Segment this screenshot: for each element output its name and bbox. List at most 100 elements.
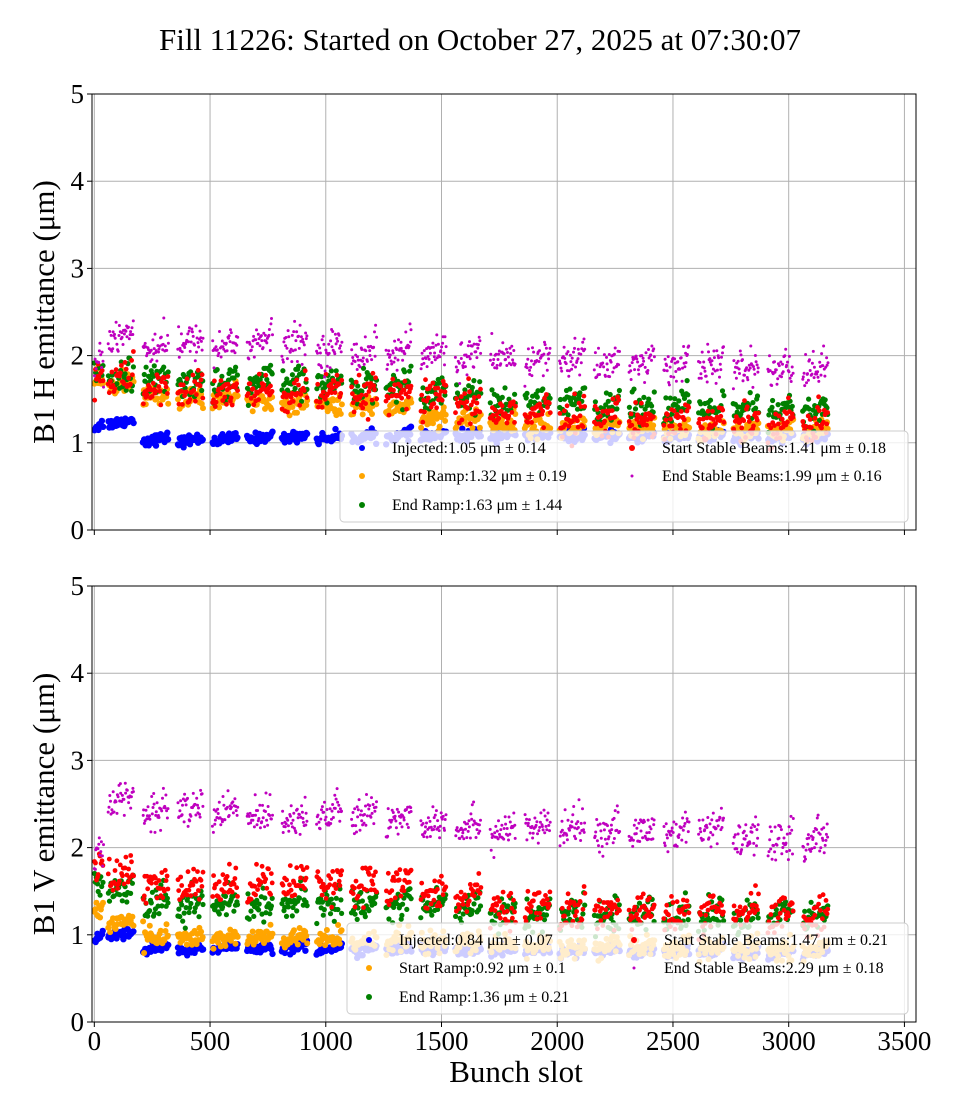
- point-end-ramp: [534, 394, 540, 400]
- point-end-stable: [526, 347, 530, 351]
- point-start-stable: [150, 380, 156, 386]
- point-end-stable: [117, 324, 121, 327]
- point-end-stable: [355, 368, 359, 371]
- point-end-stable: [711, 367, 715, 371]
- point-start-stable: [350, 391, 355, 397]
- point-start-stable: [130, 372, 135, 378]
- point-end-stable: [663, 369, 666, 372]
- point-start-stable: [616, 397, 622, 403]
- point-end-stable: [652, 355, 656, 359]
- point-end-ramp: [199, 893, 205, 899]
- legend-label-injected: Injected:1.05 μm ± 0.14: [392, 440, 546, 457]
- point-end-stable: [426, 355, 430, 358]
- point-end-stable: [372, 345, 376, 349]
- point-end-stable: [194, 324, 198, 328]
- point-end-ramp: [128, 890, 134, 897]
- point-end-stable: [752, 367, 756, 371]
- point-end-stable: [808, 369, 812, 372]
- point-start-stable: [665, 412, 670, 417]
- point-start-ramp: [267, 921, 274, 928]
- point-start-stable: [302, 368, 308, 374]
- point-start-stable: [641, 419, 647, 424]
- point-end-stable: [373, 354, 377, 358]
- point-start-stable: [790, 414, 796, 420]
- point-end-stable: [776, 377, 780, 381]
- point-start-stable: [529, 420, 534, 425]
- point-end-stable: [492, 358, 496, 361]
- point-end-stable: [188, 349, 192, 353]
- point-end-ramp: [477, 903, 484, 909]
- point-end-stable: [505, 364, 509, 367]
- point-end-stable: [425, 365, 429, 369]
- point-end-ramp: [577, 390, 583, 396]
- point-start-stable: [109, 369, 115, 375]
- point-start-stable: [99, 368, 105, 373]
- legend-marker-injected: [359, 445, 365, 451]
- point-start-stable: [131, 349, 136, 354]
- point-end-stable: [617, 363, 621, 367]
- point-end-ramp: [251, 380, 257, 386]
- point-start-stable: [391, 387, 396, 393]
- point-start-stable: [149, 394, 155, 399]
- point-end-ramp: [321, 907, 327, 913]
- point-end-stable: [165, 348, 169, 352]
- point-start-stable: [540, 408, 546, 414]
- point-start-stable: [677, 422, 683, 428]
- point-end-stable: [548, 346, 552, 350]
- point-end-ramp: [358, 889, 364, 896]
- point-start-stable: [187, 397, 193, 402]
- point-end-stable: [444, 345, 448, 349]
- point-end-stable: [467, 354, 471, 358]
- point-end-stable: [368, 354, 372, 357]
- point-end-ramp: [196, 914, 202, 920]
- point-end-stable: [720, 355, 723, 359]
- legend: Injected:1.05 μm ± 0.14 Start Ramp:1.32 μ…: [339, 430, 909, 523]
- point-end-stable: [435, 333, 439, 337]
- point-end-ramp: [511, 391, 518, 397]
- point-end-stable: [526, 357, 530, 361]
- point-end-stable: [646, 369, 650, 372]
- point-end-stable: [453, 355, 457, 359]
- point-end-stable: [470, 344, 474, 348]
- legend-label-start-ramp: Start Ramp:1.32 μm ± 0.19: [392, 468, 567, 485]
- point-end-stable: [601, 361, 605, 365]
- point-injected: [302, 947, 309, 954]
- point-end-stable: [130, 326, 134, 330]
- point-start-ramp: [165, 400, 172, 407]
- point-end-stable: [582, 337, 586, 341]
- point-end-stable: [581, 340, 585, 344]
- point-end-stable: [323, 369, 327, 373]
- point-end-stable: [358, 365, 362, 369]
- point-end-stable: [568, 353, 572, 357]
- point-end-stable: [152, 347, 156, 351]
- point-start-stable: [100, 378, 106, 384]
- point-end-ramp: [333, 895, 339, 901]
- point-end-stable: [350, 348, 354, 352]
- y-tick-label: 2: [71, 341, 85, 371]
- point-end-stable: [364, 349, 368, 353]
- point-end-ramp: [177, 913, 183, 920]
- point-start-stable: [399, 395, 405, 401]
- point-start-stable: [490, 413, 496, 418]
- point-end-stable: [290, 333, 294, 337]
- point-end-ramp: [268, 362, 274, 368]
- point-start-stable: [183, 389, 189, 395]
- point-end-stable: [466, 344, 470, 348]
- point-end-stable: [187, 340, 190, 344]
- point-end-stable: [370, 358, 374, 362]
- point-end-ramp: [214, 367, 220, 373]
- point-end-stable: [755, 363, 759, 367]
- point-end-stable: [488, 358, 492, 362]
- point-end-stable: [355, 342, 358, 346]
- point-end-stable: [494, 352, 498, 356]
- point-end-stable: [636, 368, 640, 372]
- point-end-stable: [229, 331, 233, 335]
- point-end-stable: [752, 365, 755, 369]
- point-start-stable: [364, 381, 370, 387]
- point-end-ramp: [181, 910, 187, 916]
- point-start-ramp: [436, 423, 443, 430]
- point-end-stable: [269, 322, 273, 326]
- point-start-stable: [575, 424, 581, 430]
- point-start-stable: [334, 372, 340, 378]
- point-start-stable: [323, 371, 329, 377]
